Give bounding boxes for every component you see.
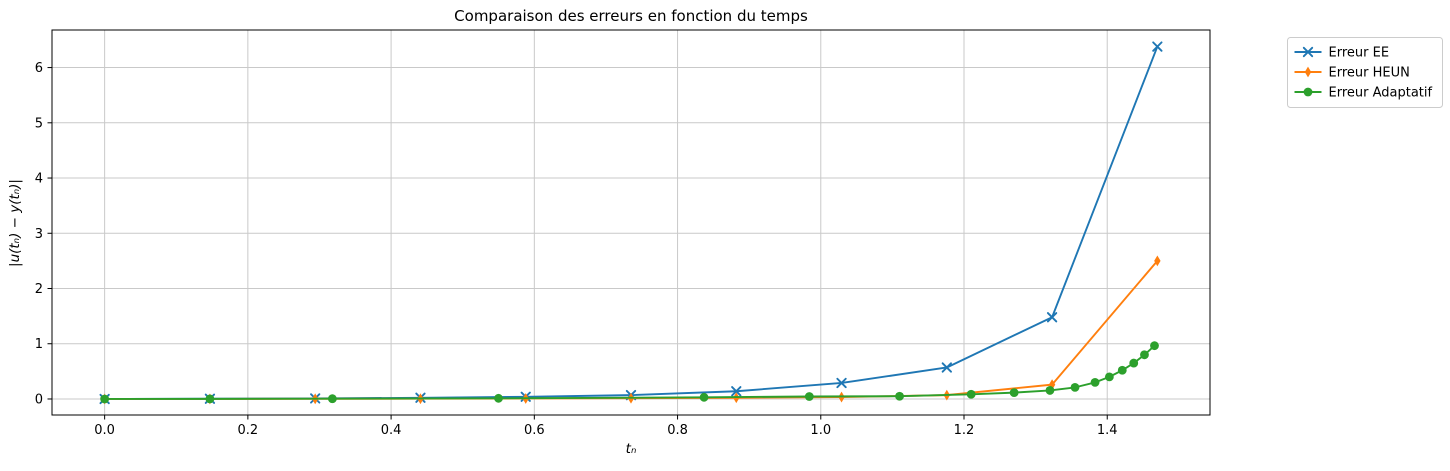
legend-marker-erreur-adaptatif [1303,87,1313,97]
marker-erreur-adaptatif [966,389,976,399]
series-line-erreur-ee [104,46,1159,400]
marker-erreur-ee [836,377,847,389]
y-tick-label: 0 [35,392,43,407]
y-axis-label: |u(tₙ) − y(tₙ)| [7,179,23,267]
marker-erreur-adaptatif [327,394,337,404]
x-tick-label: 1.4 [1097,423,1118,438]
y-tick-label: 2 [35,282,43,297]
y-tick-label: 5 [35,116,43,131]
series-layer [99,41,1163,405]
legend-label-erreur-heun: Erreur HEUN [1329,66,1410,81]
marker-erreur-adaptatif [1090,378,1100,387]
marker-erreur-adaptatif [699,392,709,402]
marker-erreur-adaptatif [494,393,503,403]
x-axis-label: tₙ [626,441,637,457]
x-tick-label: 0.4 [381,423,402,438]
chart-title: Comparaison des erreurs en fonction du t… [454,7,808,25]
x-tick-label: 1.0 [810,423,831,438]
legend-label-erreur-ee: Erreur EE [1329,46,1390,61]
legend-label-erreur-adaptatif: Erreur Adaptatif [1329,86,1433,101]
marker-erreur-ee [1152,41,1163,52]
marker-erreur-ee [731,386,742,397]
marker-erreur-adaptatif [1045,386,1055,395]
x-tick-label: 0.8 [667,423,688,438]
x-tick-label: 1.2 [954,423,975,438]
marker-erreur-ee [941,362,952,373]
y-tick-label: 6 [35,61,43,76]
y-tick-label: 4 [35,172,43,187]
axes-layer: 0.0 0.2 0.4 0.6 0.8 1.0 1.2 1.4 0 1 2 3 4 5 6 [35,29,1211,438]
marker-erreur-adaptatif [1140,350,1149,360]
marker-erreur-adaptatif [1070,382,1080,392]
axes-frame [51,29,1211,416]
grid-layer [52,30,1210,415]
marker-erreur-adaptatif [1150,341,1159,351]
marker-erreur-adaptatif [100,394,110,404]
marker-erreur-adaptatif [205,394,215,404]
x-tick-label: 0.2 [238,423,259,438]
marker-erreur-adaptatif [1129,358,1139,368]
legend: Erreur EE Erreur HEUN Erreur Adaptatif [1287,37,1443,108]
marker-erreur-adaptatif [1009,388,1019,398]
marker-erreur-adaptatif [804,392,814,401]
legend-marker-erreur-ee [1302,46,1314,58]
series-line-erreur-heun [104,260,1159,400]
legend-box [1287,37,1443,108]
x-tick-label: 0.0 [94,423,115,438]
marker-erreur-ee [1046,312,1058,323]
marker-erreur-heun [1154,255,1161,267]
marker-erreur-adaptatif [1117,365,1127,375]
legend-marker-erreur-heun [1304,66,1312,78]
y-tick-label: 1 [35,337,43,352]
marker-erreur-heun [1048,379,1056,391]
x-tick-label: 0.6 [524,423,545,438]
marker-erreur-adaptatif [1104,372,1114,382]
marker-erreur-adaptatif [895,391,904,401]
y-tick-label: 3 [35,227,43,242]
